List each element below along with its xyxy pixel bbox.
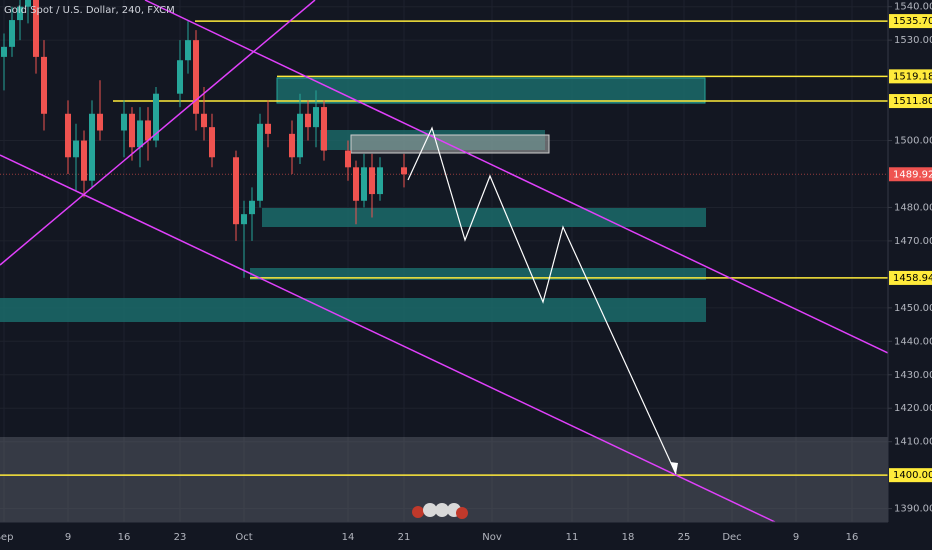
candle-body <box>289 133 295 158</box>
candle-body <box>97 113 103 131</box>
trend-line <box>0 0 316 266</box>
candle-body <box>233 157 239 225</box>
price-tag-label: 1400.00 <box>893 470 932 481</box>
candle-body <box>121 113 127 131</box>
candle-body <box>209 127 215 158</box>
candle-body <box>401 167 407 175</box>
candle-body <box>145 120 151 141</box>
candle-body <box>305 113 311 128</box>
candle-body <box>65 113 71 158</box>
candle-body <box>193 40 199 114</box>
zone <box>250 268 706 280</box>
candle-body <box>321 107 327 151</box>
candle-body <box>377 167 383 195</box>
price-tag <box>889 69 932 84</box>
levels <box>0 20 888 476</box>
candle-body <box>25 0 31 7</box>
x-tick-label: 18 <box>622 532 635 543</box>
candle-body <box>249 200 255 215</box>
candle-body <box>265 123 271 134</box>
y-tick-label: 1450.00 <box>894 303 932 314</box>
x-tick-label: Oct <box>235 532 252 543</box>
projection-path <box>407 126 677 475</box>
candle-body <box>313 107 319 128</box>
arrow-head <box>670 462 678 474</box>
y-tick-label: 1470.00 <box>894 236 932 247</box>
candle-body <box>153 93 159 141</box>
price-tag-label: 1519.18 <box>893 71 932 82</box>
candle-body <box>241 214 247 225</box>
price-tag-label: 1511.80 <box>893 96 932 107</box>
price-tag <box>889 270 932 285</box>
price-tag <box>889 468 932 483</box>
candle-body <box>369 167 375 195</box>
price-tag-label: 1458.94 <box>893 273 932 284</box>
x-tick-label: 23 <box>174 532 187 543</box>
x-tick-label: Nov <box>482 532 502 543</box>
candle-body <box>177 60 183 94</box>
x-tick-label: 14 <box>342 532 355 543</box>
candle-body <box>129 113 135 148</box>
y-tick-label: 1390.00 <box>894 504 932 515</box>
price-tag-label: 1535.70 <box>893 16 932 27</box>
candle-body <box>9 20 15 47</box>
x-tick-label: Dec <box>722 532 741 543</box>
x-tick-label: 21 <box>398 532 411 543</box>
zone <box>276 77 706 104</box>
candle-body <box>89 113 95 181</box>
candle-body <box>33 0 39 57</box>
event-icons <box>412 503 468 519</box>
candle-body <box>73 140 79 158</box>
candle-body <box>257 123 263 201</box>
y-tick-label: 1440.00 <box>894 336 932 347</box>
candle-body <box>1 46 7 57</box>
x-tick-label: 16 <box>118 532 131 543</box>
y-tick-label: 1430.00 <box>894 370 932 381</box>
y-tick-label: 1410.00 <box>894 437 932 448</box>
x-tick-label: 16 <box>846 532 859 543</box>
candle-body <box>201 113 207 128</box>
zone <box>0 298 706 322</box>
price-tag <box>889 14 932 29</box>
chart-title: Gold Spot / U.S. Dollar, 240, FXCM <box>4 5 175 16</box>
y-tick-label: 1480.00 <box>894 202 932 213</box>
y-tick-label: 1500.00 <box>894 136 932 147</box>
last-price-tag <box>889 167 932 182</box>
trend-line <box>0 154 776 523</box>
price-tag <box>889 94 932 109</box>
candle-body <box>297 113 303 158</box>
candle-body <box>17 6 23 21</box>
trend-line <box>144 0 891 355</box>
zone <box>350 134 550 154</box>
candles <box>1 0 407 278</box>
x-tick-label: Sep <box>0 532 13 543</box>
candle-body <box>185 40 191 61</box>
y-tick-label: 1530.00 <box>894 35 932 46</box>
candle-body <box>345 150 351 168</box>
zone <box>262 208 706 227</box>
y-tick-label: 1420.00 <box>894 403 932 414</box>
candle-body <box>41 56 47 114</box>
x-tick-label: 11 <box>566 532 579 543</box>
candle-body <box>137 120 143 148</box>
y-tick-label: 1540.00 <box>894 2 932 13</box>
x-tick-label: 25 <box>678 532 691 543</box>
last-price-label: 1489.92 <box>893 169 932 180</box>
x-tick-label: 9 <box>65 532 71 543</box>
candle-body <box>361 167 367 201</box>
candle-body <box>353 167 359 201</box>
candle-body <box>81 140 87 181</box>
x-tick-label: 9 <box>793 532 799 543</box>
